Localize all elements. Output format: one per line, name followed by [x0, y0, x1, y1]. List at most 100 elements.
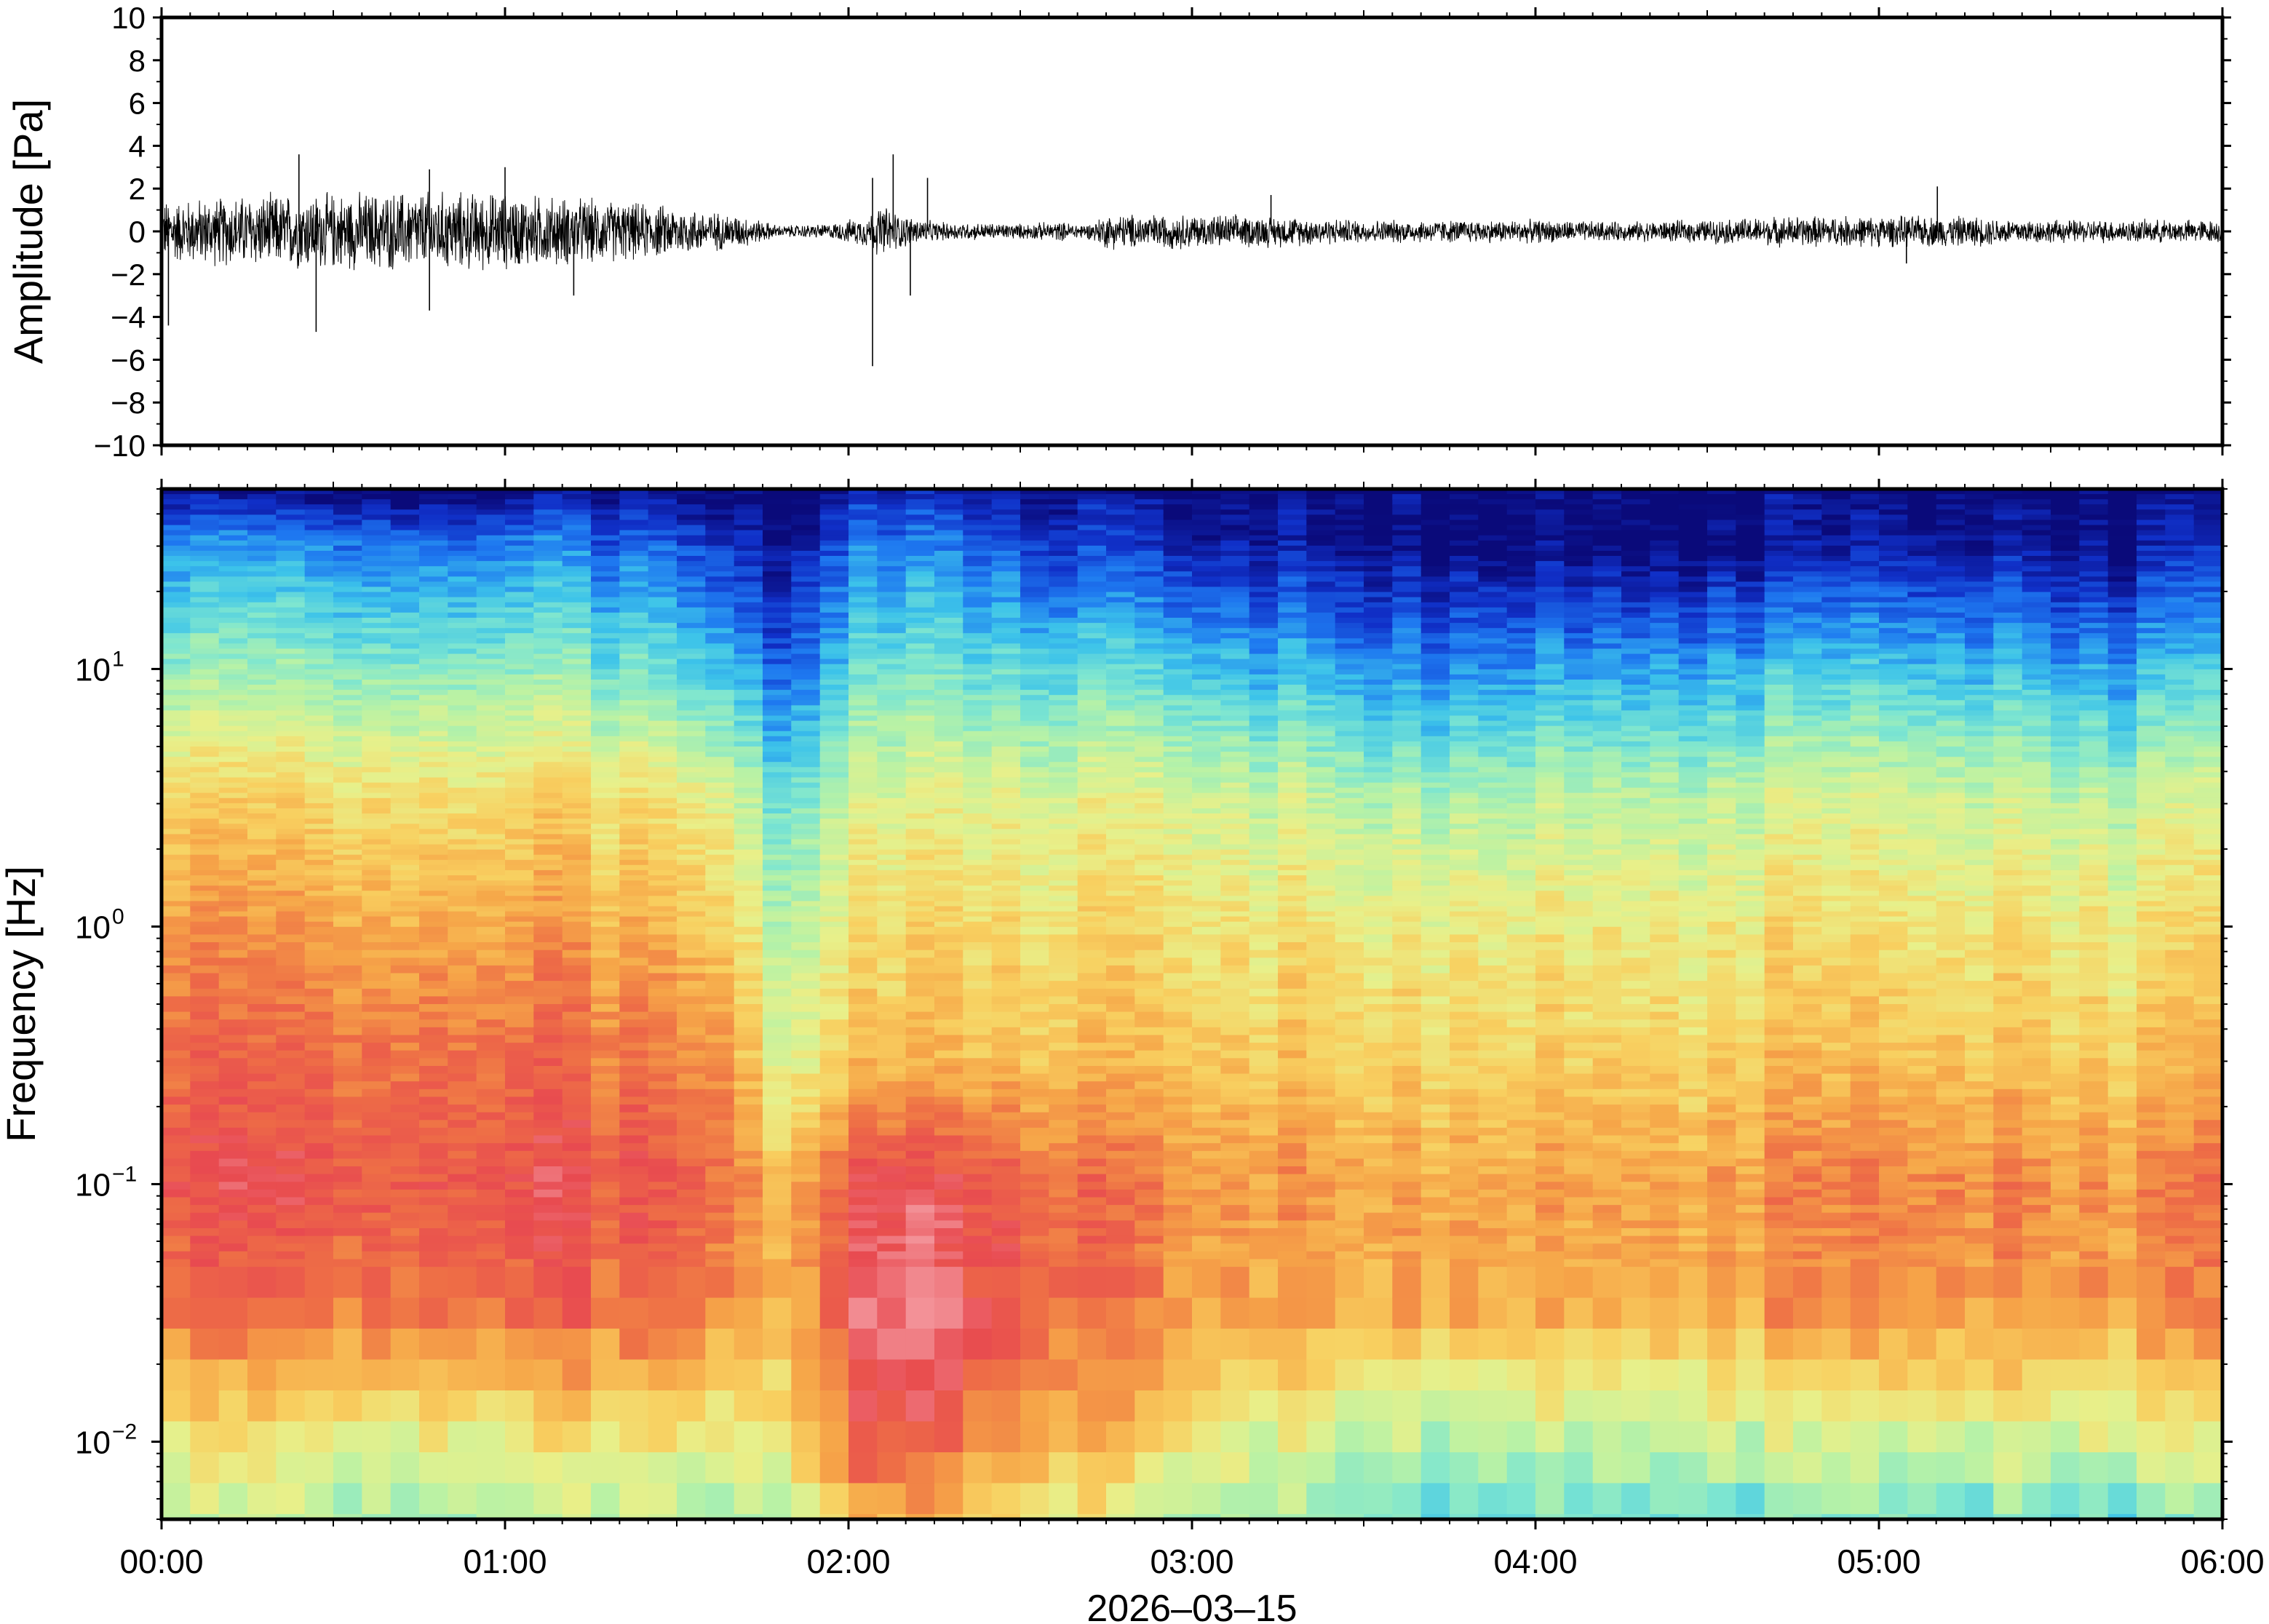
- spectrogram-cell: [934, 664, 964, 670]
- spectrogram-cell: [218, 489, 248, 495]
- spectrogram-cell: [934, 934, 964, 943]
- spectrogram-cell: [190, 592, 220, 598]
- spectrogram-cell: [448, 540, 477, 546]
- spectrogram-cell: [877, 1228, 907, 1237]
- spectrogram-cell: [963, 653, 993, 660]
- spectrogram-cell: [247, 731, 277, 737]
- spectrogram-cell: [734, 535, 763, 541]
- spectrogram-cell: [791, 540, 821, 546]
- spectrogram-cell: [276, 752, 306, 757]
- spectrogram-cell: [763, 782, 792, 789]
- spectrogram-cell: [763, 787, 792, 794]
- spectrogram-cell: [390, 680, 420, 685]
- spectrogram-cell: [362, 1251, 392, 1260]
- spectrogram-cell: [247, 1359, 277, 1391]
- spectrogram-cell: [362, 829, 392, 835]
- spectrogram-cell: [419, 1182, 449, 1190]
- spectrogram-cell: [734, 911, 763, 918]
- spectrogram-cell: [1106, 988, 1136, 998]
- spectrogram-cell: [1049, 653, 1078, 660]
- spectrogram-cell: [591, 509, 621, 516]
- spectrogram-cell: [333, 1513, 363, 1519]
- spectrogram-cell: [218, 875, 248, 881]
- spectrogram-cell: [162, 844, 191, 851]
- spectrogram-cell: [562, 504, 592, 511]
- spectrogram-cell: [1106, 504, 1136, 511]
- spectrogram-cell: [934, 1166, 964, 1175]
- spectrogram-cell: [218, 757, 248, 763]
- spectrogram-cell: [505, 1158, 535, 1167]
- spectrogram-cell: [849, 592, 878, 598]
- spectrogram-cell: [1134, 494, 1164, 500]
- spectrogram-cell: [562, 797, 592, 804]
- spectrogram-cell: [419, 1228, 449, 1237]
- spectrogram-cell: [562, 1329, 592, 1361]
- spectrogram-cell: [619, 942, 649, 951]
- spectrogram-cell: [705, 571, 735, 578]
- spectrogram-cell: [505, 803, 535, 809]
- spectrogram-cell: [1106, 525, 1136, 531]
- spectrogram-cell: [734, 1297, 763, 1329]
- spectrogram-cell: [218, 854, 248, 861]
- spectrogram-cell: [1049, 934, 1078, 943]
- spectrogram-cell: [1049, 700, 1078, 706]
- spectrogram-cell: [1106, 1004, 1136, 1013]
- spectrogram-cell: [819, 973, 849, 982]
- spectrogram-cell: [190, 1058, 220, 1067]
- spectrogram-cell: [419, 777, 449, 784]
- spectrogram-cell: [304, 1174, 334, 1182]
- spectrogram-cell: [505, 1004, 535, 1013]
- spectrogram-cell: [1020, 747, 1050, 752]
- spectrogram-cell: [562, 1004, 592, 1013]
- spectrogram-cell: [905, 674, 935, 680]
- spectrogram-cell: [304, 942, 334, 951]
- spectrogram-cell: [562, 1220, 592, 1229]
- spectrogram-cell: [1020, 1228, 1050, 1237]
- spectrogram-cell: [877, 896, 907, 902]
- spectrogram-cell: [963, 1235, 993, 1244]
- spectrogram-cell: [419, 752, 449, 757]
- spectrogram-cell: [991, 1174, 1021, 1182]
- spectrogram-cell: [705, 849, 735, 856]
- spectrogram-cell: [734, 690, 763, 696]
- spectrogram-cell: [333, 1158, 363, 1167]
- spectrogram-cell: [162, 797, 191, 804]
- spectrogram-cell: [276, 705, 306, 712]
- spectrogram-cell: [877, 1158, 907, 1167]
- spectrogram-cell: [190, 561, 220, 567]
- spectrogram-cell: [333, 658, 363, 665]
- spectrogram-cell: [791, 869, 821, 876]
- spectrogram-cell: [877, 592, 907, 598]
- spectrogram-cell: [619, 839, 649, 845]
- spectrogram-cell: [218, 1297, 248, 1329]
- spectrogram-cell: [448, 1228, 477, 1237]
- spectrogram-cell: [362, 782, 392, 789]
- spectrogram-cell: [304, 1235, 334, 1244]
- spectrogram-cell: [1020, 509, 1050, 516]
- spectrogram-cell: [190, 720, 220, 727]
- spectrogram-cell: [1020, 736, 1050, 742]
- spectrogram-cell: [677, 545, 707, 552]
- spectrogram-cell: [162, 690, 191, 696]
- spectrogram-cell: [562, 1189, 592, 1198]
- spectrogram-cell: [819, 1150, 849, 1160]
- spectrogram-cell: [1077, 819, 1107, 824]
- spectrogram-cell: [619, 906, 649, 912]
- spectrogram-cell: [362, 720, 392, 727]
- spectrogram-cell: [763, 1120, 792, 1129]
- spectrogram-cell: [619, 854, 649, 861]
- spectrogram-cell: [819, 1390, 849, 1422]
- spectrogram-cell: [705, 752, 735, 757]
- spectrogram-cell: [763, 623, 792, 629]
- spectrogram-cell: [763, 638, 792, 645]
- spectrogram-cell: [705, 875, 735, 881]
- spectrogram-cell: [763, 715, 792, 722]
- spectrogram-cell: [419, 988, 449, 998]
- spectrogram-cell: [448, 1452, 477, 1484]
- spectrogram-cell: [1020, 1297, 1050, 1329]
- spectrogram-cell: [218, 592, 248, 598]
- spectrogram-cell: [1077, 1259, 1107, 1267]
- spectrogram-cell: [1077, 1011, 1107, 1020]
- spectrogram-cell: [419, 1150, 449, 1160]
- spectrogram-cell: [934, 720, 964, 727]
